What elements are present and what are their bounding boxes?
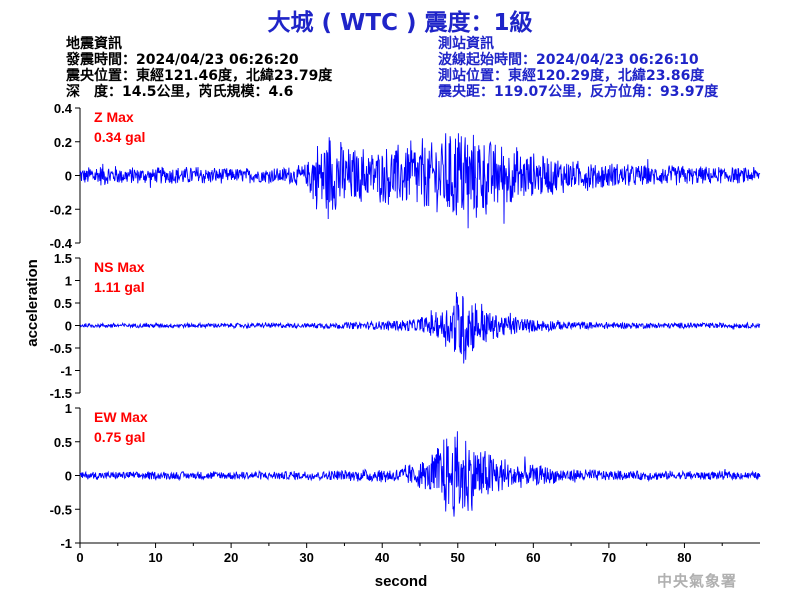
y-tick-label: 0 xyxy=(65,169,72,184)
cwa-watermark: 中央氣象署 xyxy=(657,572,738,590)
station-location: 測站位置：東經120.29度，北緯23.86度 xyxy=(438,68,705,84)
y-tick-label: 0.4 xyxy=(54,101,73,116)
y-tick-label: -1 xyxy=(60,536,72,551)
x-tick-label: 20 xyxy=(224,550,238,565)
x-tick-label: 80 xyxy=(677,550,691,565)
y-tick-label: -1 xyxy=(60,364,72,379)
max-value-ew: 0.75 gal xyxy=(94,429,145,445)
y-axis-label: acceleration xyxy=(24,259,41,347)
x-tick-label: 50 xyxy=(451,550,465,565)
y-tick-label: 0.2 xyxy=(54,135,72,150)
y-tick-label: -0.5 xyxy=(50,341,72,356)
x-tick-label: 30 xyxy=(299,550,313,565)
y-tick-label: -0.5 xyxy=(50,502,72,517)
y-tick-label: 1.5 xyxy=(54,251,72,266)
chart-title: 大城 ( WTC ) 震度：1級 xyxy=(267,10,533,36)
max-label-ns: NS Max xyxy=(94,259,145,275)
y-tick-label: 1 xyxy=(65,401,72,416)
max-label-z: Z Max xyxy=(94,109,134,125)
epicentral-distance: 震央距：119.07公里，反方位角：93.97度 xyxy=(438,84,719,100)
y-tick-label: -1.5 xyxy=(50,386,72,401)
x-tick-label: 10 xyxy=(148,550,162,565)
y-tick-label: 0 xyxy=(65,319,72,334)
max-label-ew: EW Max xyxy=(94,409,148,425)
x-tick-label: 40 xyxy=(375,550,389,565)
x-tick-label: 60 xyxy=(526,550,540,565)
origin-time: 發震時間：2024/04/23 06:26:20 xyxy=(66,52,299,68)
station-info: 測站資訊 波線起始時間：2024/04/23 06:26:10 測站位置：東經1… xyxy=(438,36,718,100)
earthquake-info-heading: 地震資訊 xyxy=(66,36,122,52)
x-tick-label: 70 xyxy=(602,550,616,565)
y-tick-label: 0.5 xyxy=(54,435,72,450)
waveform-ew xyxy=(79,431,761,517)
depth-magnitude: 深 度：14.5公里，芮氏規模：4.6 xyxy=(66,84,294,100)
y-tick-label: 0.5 xyxy=(54,296,72,311)
max-value-z: 0.34 gal xyxy=(94,129,145,145)
x-axis-label: second xyxy=(375,573,428,590)
y-tick-label: 1 xyxy=(65,274,72,289)
y-tick-label: 0 xyxy=(65,469,72,484)
x-tick-label: 0 xyxy=(76,550,83,565)
earthquake-info: 地震資訊 發震時間：2024/04/23 06:26:20 震央位置：東經121… xyxy=(66,36,332,100)
waveform-z xyxy=(79,133,761,229)
y-tick-label: -0.2 xyxy=(50,202,72,217)
epicenter-location: 震央位置：東經121.46度，北緯23.79度 xyxy=(66,68,333,84)
y-tick-label: -0.4 xyxy=(50,236,73,251)
station-info-heading: 測站資訊 xyxy=(438,36,494,52)
max-value-ns: 1.11 gal xyxy=(94,279,145,295)
waveform-ns xyxy=(80,292,761,364)
wave-start-time: 波線起始時間：2024/04/23 06:26:10 xyxy=(438,52,699,68)
